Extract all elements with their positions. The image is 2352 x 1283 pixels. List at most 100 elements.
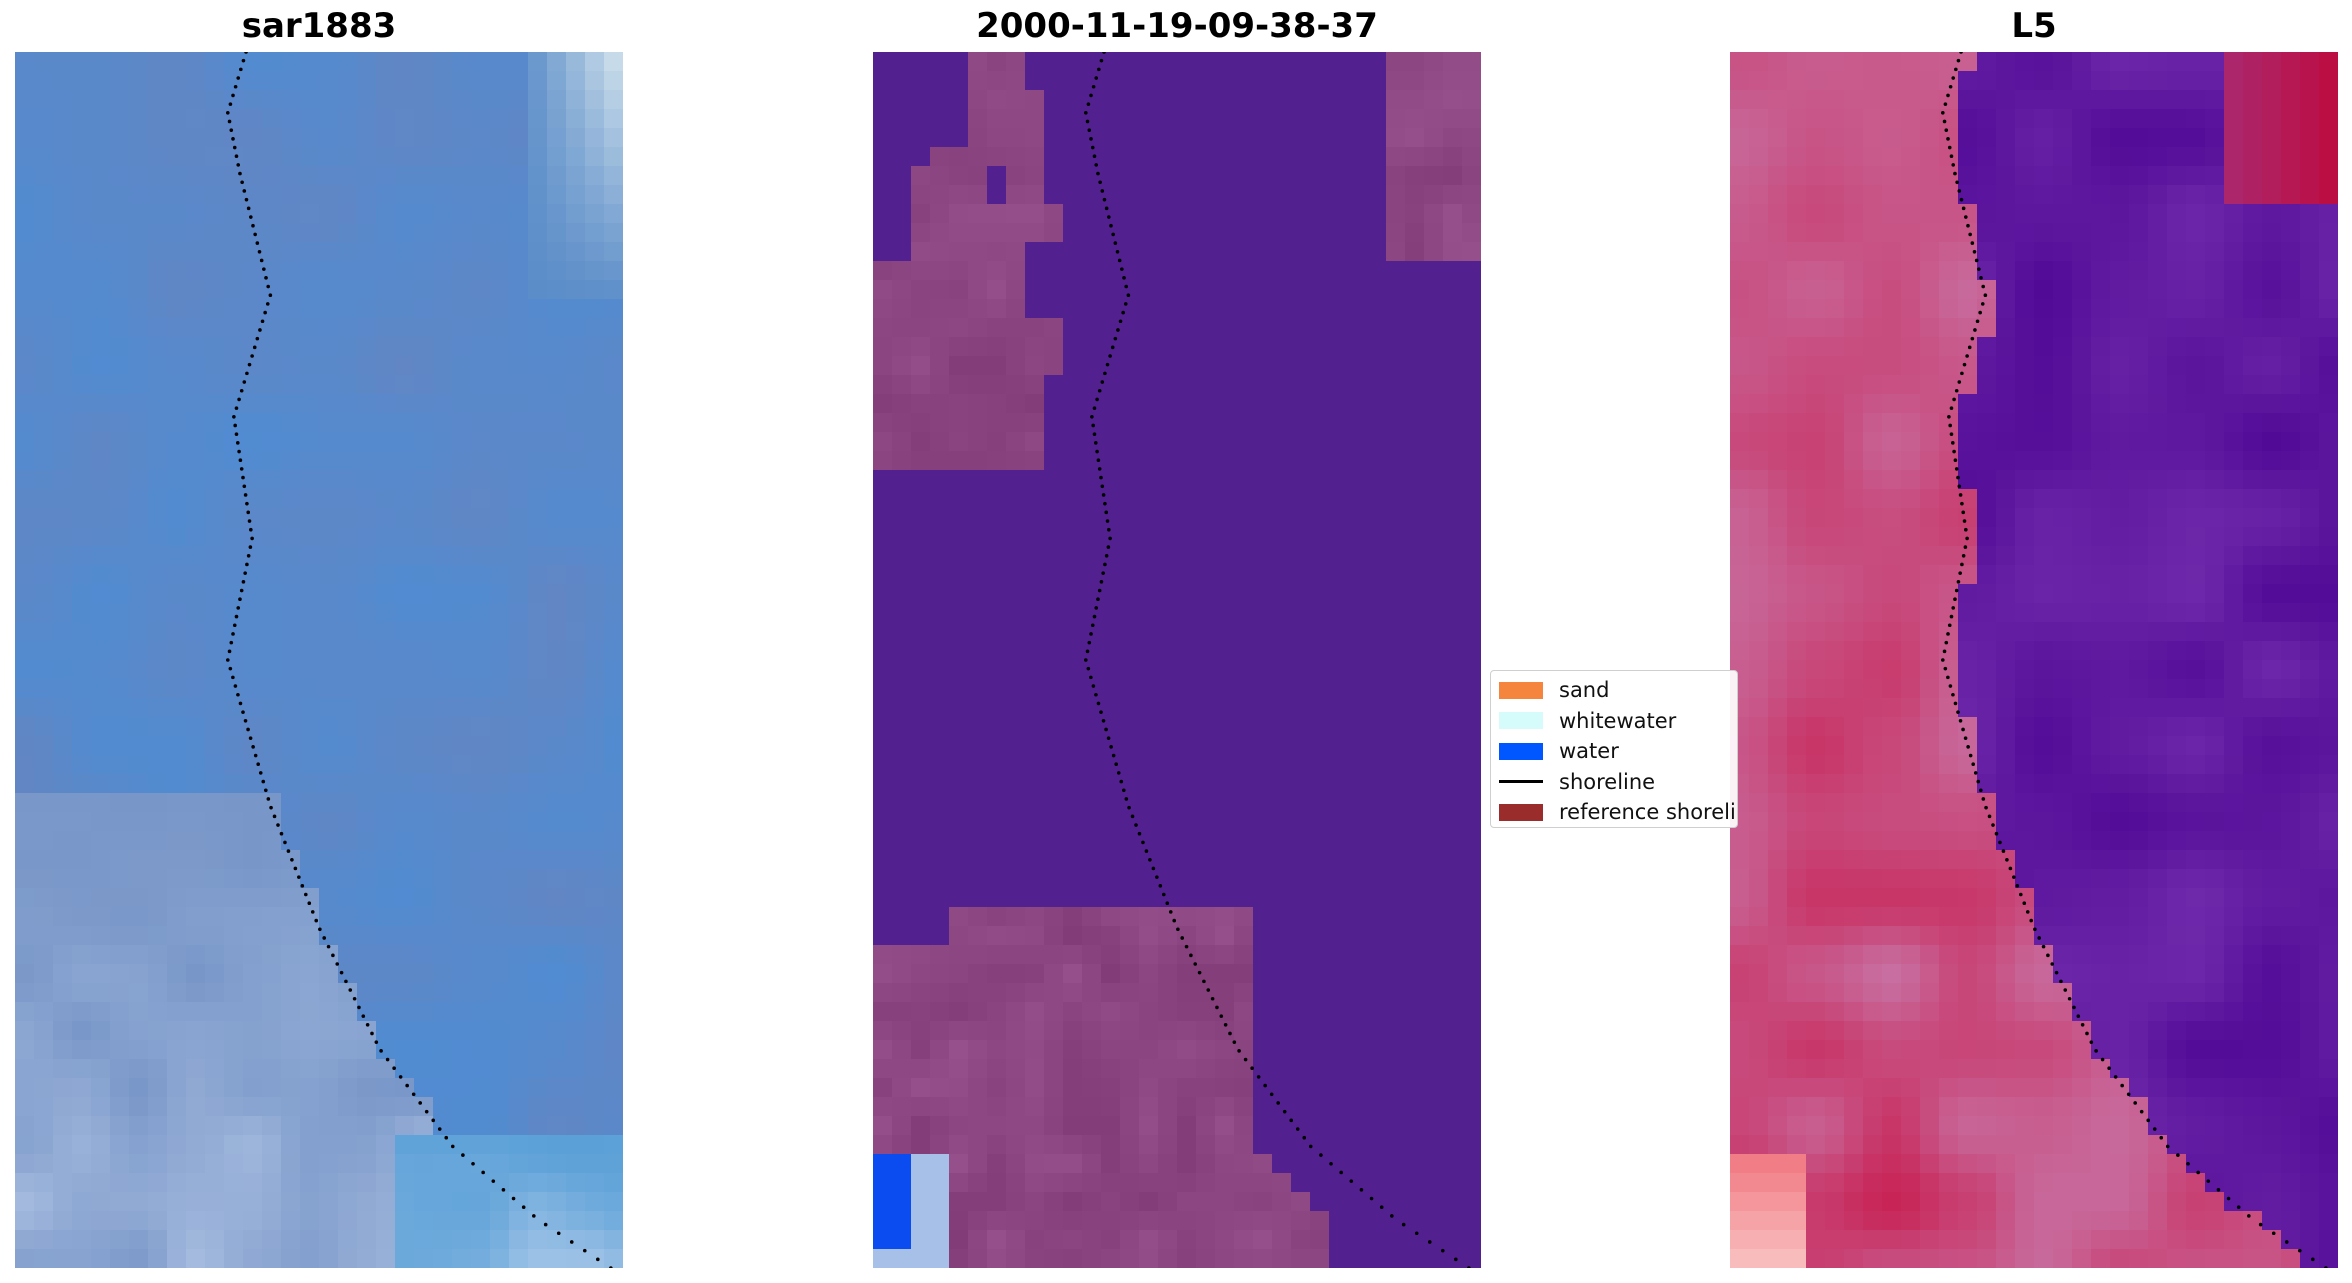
class-pixel [1234,280,1254,300]
class-pixel [1101,242,1121,262]
rgb-pixel [528,223,548,243]
class-pixel [1177,1154,1197,1174]
rgb-pixel [414,679,434,699]
rgb-pixel [300,584,320,604]
shoreline-dot [241,710,245,714]
class-pixel [1329,546,1349,566]
class-pixel [1405,1249,1425,1268]
index-pixel [1806,109,1826,129]
shoreline-dot [1098,180,1102,185]
class-pixel [1063,1192,1083,1212]
class-pixel [1443,603,1463,623]
rgb-pixel [129,185,149,205]
class-pixel [873,736,893,756]
rgb-pixel [604,280,623,300]
rgb-pixel [395,394,415,414]
class-pixel [987,318,1007,338]
class-pixel [1253,71,1273,91]
class-pixel [1424,1002,1444,1022]
class-pixel [911,717,931,737]
class-pixel [1063,71,1083,91]
class-pixel [1291,1097,1311,1117]
class-pixel [892,261,912,281]
shoreline-dot [236,163,241,167]
rgb-pixel [414,831,434,851]
index-pixel [1920,375,1940,395]
rgb-pixel [262,109,282,129]
class-pixel [968,888,988,908]
class-pixel [1082,299,1102,319]
rgb-pixel [357,337,377,357]
rgb-pixel [452,926,472,946]
class-pixel [1367,318,1387,338]
class-pixel [1158,679,1178,699]
rgb-pixel [433,1116,453,1136]
rgb-pixel [34,774,54,794]
class-pixel [987,622,1007,642]
class-pixel [1177,565,1197,585]
shoreline-dot [1467,1266,1471,1268]
shoreline-dot [247,362,252,367]
rgb-pixel [490,299,510,319]
rgb-pixel [224,375,244,395]
rgb-pixel [490,888,510,908]
rgb-pixel [509,983,529,1003]
class-pixel [892,128,912,148]
class-pixel [930,413,950,433]
class-pixel [1253,1116,1273,1136]
rgb-pixel [91,660,111,680]
index-pixel [2205,261,2225,281]
class-pixel [1367,1173,1387,1193]
rgb-pixel [167,869,187,889]
rgb-pixel [15,166,35,186]
class-pixel [1120,774,1140,794]
rgb-pixel [224,546,244,566]
rgb-pixel [53,812,73,832]
rgb-pixel [357,1021,377,1041]
class-pixel [1158,755,1178,775]
rgb-pixel [509,850,529,870]
rgb-pixel [547,1078,567,1098]
index-pixel [2148,147,2168,167]
rgb-pixel [262,945,282,965]
rgb-pixel [167,622,187,642]
rgb-pixel [281,90,301,110]
class-pixel [1120,280,1140,300]
rgb-pixel [395,1230,415,1250]
class-pixel [911,128,931,148]
class-pixel [949,1249,969,1268]
rgb-pixel [129,774,149,794]
index-pixel [1996,223,2016,243]
class-pixel [1424,52,1444,72]
rgb-pixel [509,641,529,661]
class-pixel [892,1173,912,1193]
class-pixel [1272,261,1292,281]
shoreline-dot [1161,892,1166,897]
rgb-pixel [243,793,263,813]
shoreline-dot [1102,52,1106,54]
class-pixel [1139,261,1159,281]
rgb-pixel [15,242,35,262]
rgb-pixel [357,1059,377,1079]
rgb-pixel [585,907,605,927]
rgb-pixel [53,869,73,889]
index-pixel [1882,223,1902,243]
index-pixel [2091,356,2111,376]
rgb-pixel [357,546,377,566]
rgb-pixel [509,774,529,794]
rgb-pixel [34,128,54,148]
shoreline-dot [1089,93,1093,98]
class-pixel [1063,1059,1083,1079]
index-pixel [2110,185,2130,205]
index-pixel [2224,242,2244,262]
rgb-pixel [395,204,415,224]
rgb-pixel [15,1021,35,1041]
rgb-pixel [566,1154,586,1174]
class-pixel [1348,888,1368,908]
rgb-pixel [490,204,510,224]
class-pixel [930,1002,950,1022]
rgb-pixel [319,1211,339,1231]
rgb-pixel [110,1192,130,1212]
class-pixel [1253,926,1273,946]
rgb-pixel [72,280,92,300]
